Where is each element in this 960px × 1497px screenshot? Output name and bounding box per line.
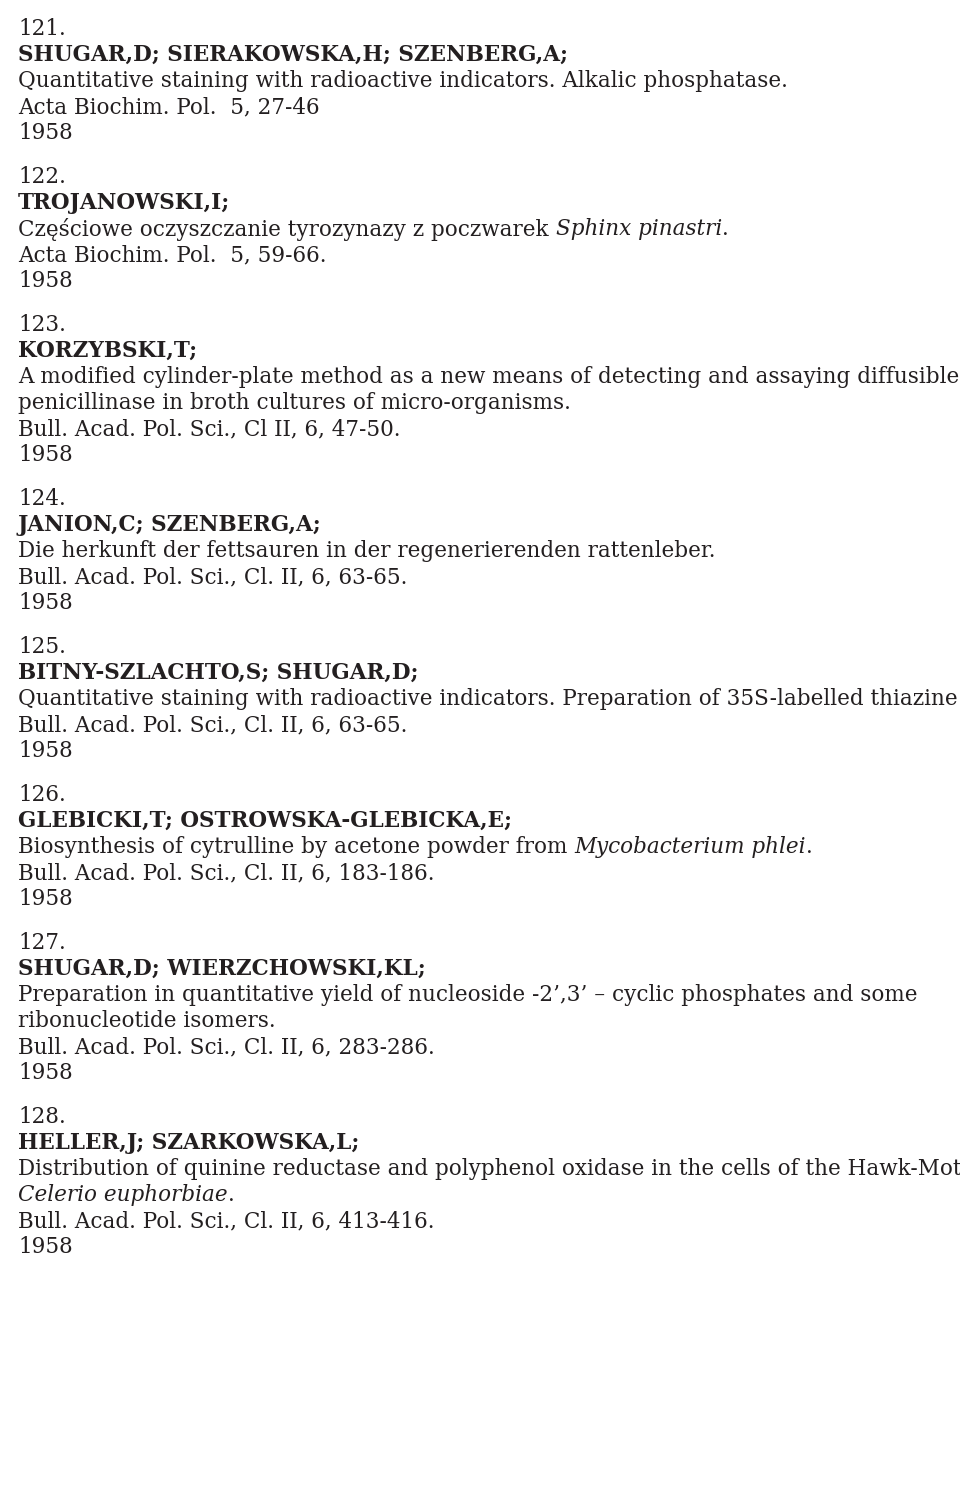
Text: KORZYBSKI,T;: KORZYBSKI,T; — [18, 340, 197, 362]
Text: penicillinase in broth cultures of micro-organisms.: penicillinase in broth cultures of micro… — [18, 392, 571, 415]
Text: Acta Biochim. Pol.  5, 59-66.: Acta Biochim. Pol. 5, 59-66. — [18, 244, 326, 266]
Text: Bull. Acad. Pol. Sci., Cl. II, 6, 63-65.: Bull. Acad. Pol. Sci., Cl. II, 6, 63-65. — [18, 714, 407, 737]
Text: HELLER,J; SZARKOWSKA,L;: HELLER,J; SZARKOWSKA,L; — [18, 1132, 359, 1154]
Text: SHUGAR,D; SIERAKOWSKA,H; SZENBERG,A;: SHUGAR,D; SIERAKOWSKA,H; SZENBERG,A; — [18, 43, 568, 66]
Text: 1958: 1958 — [18, 740, 73, 762]
Text: Bull. Acad. Pol. Sci., Cl II, 6, 47-50.: Bull. Acad. Pol. Sci., Cl II, 6, 47-50. — [18, 418, 400, 440]
Text: 124.: 124. — [18, 488, 65, 510]
Text: .: . — [228, 1184, 234, 1207]
Text: 123.: 123. — [18, 314, 66, 335]
Text: BITNY-SZLACHTO,S; SHUGAR,D;: BITNY-SZLACHTO,S; SHUGAR,D; — [18, 662, 419, 684]
Text: Quantitative staining with radioactive indicators. Alkalic phosphatase.: Quantitative staining with radioactive i… — [18, 70, 788, 91]
Text: 1958: 1958 — [18, 445, 73, 466]
Text: ribonucleotide isomers.: ribonucleotide isomers. — [18, 1010, 276, 1031]
Text: 128.: 128. — [18, 1106, 65, 1129]
Text: A modified cylinder-plate method as a new means of detecting and assaying diffus: A modified cylinder-plate method as a ne… — [18, 365, 959, 388]
Text: Quantitative staining with radioactive indicators. Preparation of 35S-labelled t: Quantitative staining with radioactive i… — [18, 689, 960, 710]
Text: 1958: 1958 — [18, 1237, 73, 1257]
Text: GLEBICKI,T; OSTROWSKA-GLEBICKA,E;: GLEBICKI,T; OSTROWSKA-GLEBICKA,E; — [18, 810, 512, 832]
Text: Bull. Acad. Pol. Sci., Cl. II, 6, 63-65.: Bull. Acad. Pol. Sci., Cl. II, 6, 63-65. — [18, 566, 407, 588]
Text: 1958: 1958 — [18, 591, 73, 614]
Text: 122.: 122. — [18, 166, 66, 189]
Text: 126.: 126. — [18, 784, 65, 805]
Text: .: . — [722, 219, 729, 240]
Text: 121.: 121. — [18, 18, 65, 40]
Text: 1958: 1958 — [18, 269, 73, 292]
Text: 127.: 127. — [18, 933, 65, 954]
Text: Biosynthesis of cytrulline by acetone powder from: Biosynthesis of cytrulline by acetone po… — [18, 835, 574, 858]
Text: 1958: 1958 — [18, 888, 73, 910]
Text: 1958: 1958 — [18, 1061, 73, 1084]
Text: .: . — [805, 835, 812, 858]
Text: JANION,C; SZENBERG,A;: JANION,C; SZENBERG,A; — [18, 513, 322, 536]
Text: Bull. Acad. Pol. Sci., Cl. II, 6, 183-186.: Bull. Acad. Pol. Sci., Cl. II, 6, 183-18… — [18, 862, 435, 885]
Text: Częściowe oczyszczanie tyrozynazy z poczwarek: Częściowe oczyszczanie tyrozynazy z pocz… — [18, 219, 556, 241]
Text: Celerio euphorbiae: Celerio euphorbiae — [18, 1184, 228, 1207]
Text: Mycobacterium phlei: Mycobacterium phlei — [574, 835, 805, 858]
Text: 125.: 125. — [18, 636, 66, 659]
Text: Distribution of quinine reductase and polyphenol oxidase in the cells of the Haw: Distribution of quinine reductase and po… — [18, 1159, 960, 1180]
Text: Bull. Acad. Pol. Sci., Cl. II, 6, 413-416.: Bull. Acad. Pol. Sci., Cl. II, 6, 413-41… — [18, 1210, 435, 1232]
Text: Sphinx pinastri: Sphinx pinastri — [556, 219, 722, 240]
Text: Bull. Acad. Pol. Sci., Cl. II, 6, 283-286.: Bull. Acad. Pol. Sci., Cl. II, 6, 283-28… — [18, 1036, 435, 1058]
Text: Acta Biochim. Pol.  5, 27-46: Acta Biochim. Pol. 5, 27-46 — [18, 96, 320, 118]
Text: Die herkunft der fettsauren in der regenerierenden rattenleber.: Die herkunft der fettsauren in der regen… — [18, 540, 715, 561]
Text: SHUGAR,D; WIERZCHOWSKI,KL;: SHUGAR,D; WIERZCHOWSKI,KL; — [18, 958, 425, 981]
Text: Preparation in quantitative yield of nucleoside -2’,3’ – cyclic phosphates and s: Preparation in quantitative yield of nuc… — [18, 984, 918, 1006]
Text: 1958: 1958 — [18, 121, 73, 144]
Text: TROJANOWSKI,I;: TROJANOWSKI,I; — [18, 192, 230, 214]
